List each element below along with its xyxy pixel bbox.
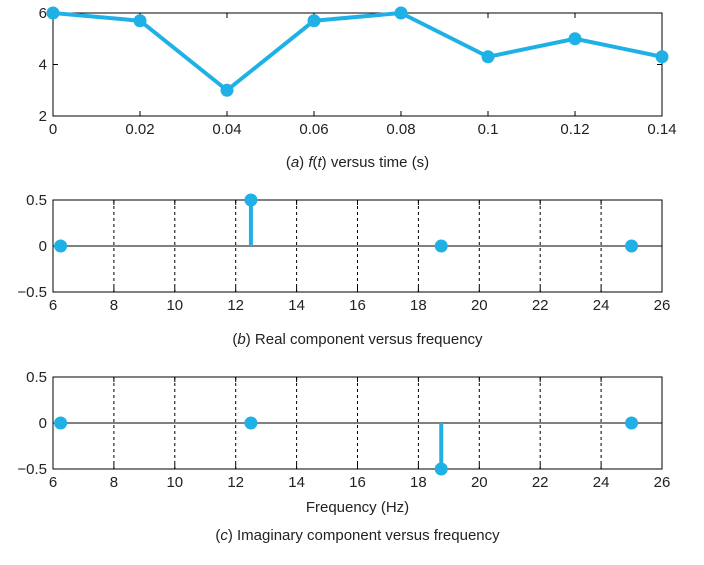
x-tick-label: 20 — [471, 474, 488, 491]
y-tick-label: 0 — [39, 415, 47, 432]
x-tick-label: 18 — [410, 474, 427, 491]
panel-caption: (b) Real component versus frequency — [232, 331, 483, 348]
x-tick-label: 24 — [593, 297, 610, 314]
stem-marker — [625, 416, 639, 430]
x-tick-label: 0.02 — [125, 121, 154, 138]
x-tick-label: 26 — [654, 297, 671, 314]
x-tick-label: 10 — [166, 297, 183, 314]
x-tick-label: 0.12 — [560, 121, 589, 138]
x-tick-label: 8 — [110, 297, 118, 314]
x-tick-label: 0.08 — [386, 121, 415, 138]
x-tick-label: 10 — [166, 474, 183, 491]
x-tick-label: 14 — [288, 474, 305, 491]
x-tick-label: 16 — [349, 297, 366, 314]
x-tick-label: 0.14 — [647, 121, 676, 138]
stem-marker — [434, 239, 448, 253]
x-tick-label: 0.06 — [299, 121, 328, 138]
series-line — [52, 11, 663, 93]
x-tick-label: 0.1 — [478, 121, 499, 138]
x-tick-label: 6 — [49, 297, 57, 314]
y-tick-label: 2 — [39, 108, 47, 125]
x-tick-label: 12 — [227, 297, 244, 314]
data-point — [46, 6, 60, 20]
x-tick-label: 8 — [110, 474, 118, 491]
x-tick-label: 22 — [532, 297, 549, 314]
axes-box — [52, 12, 663, 117]
panel-a-time-domain: 0 0.02 0.04 0.06 0.08 0.1 0.12 0.14 2 4 6 (a) f(t) … — [39, 5, 677, 171]
panel-b-real-component: 6 8 10 12 14 16 18 20 22 24 26 0.5 0 −0.5 (b) Real com… — [17, 192, 670, 348]
stem-marker — [244, 416, 258, 430]
data-point — [133, 14, 147, 28]
data-point — [481, 50, 495, 64]
x-tick-label: 24 — [593, 474, 610, 491]
y-tick-label: 0.5 — [26, 192, 47, 209]
data-point — [568, 32, 582, 46]
x-axis-label: Frequency (Hz) — [306, 499, 409, 516]
x-tick-label: 16 — [349, 474, 366, 491]
data-point — [220, 83, 234, 97]
stem-marker — [54, 239, 68, 253]
y-tick-label: −0.5 — [17, 461, 47, 478]
x-tick-label: 18 — [410, 297, 427, 314]
x-tick-label: 26 — [654, 474, 671, 491]
x-tick-label: 20 — [471, 297, 488, 314]
panel-caption: (c) Imaginary component versus frequency — [215, 527, 500, 544]
panel-c-imaginary-component: 6 8 10 12 14 16 18 20 22 24 26 0.5 0 −0.5 Frequency (H… — [17, 369, 670, 544]
panel-caption: (a) f(t) versus time (s) — [286, 154, 429, 171]
x-tick-label: 0 — [49, 121, 57, 138]
y-tick-label: 4 — [39, 57, 47, 74]
data-point — [307, 14, 321, 28]
y-tick-label: 0 — [39, 238, 47, 255]
data-point — [655, 50, 669, 64]
stem-marker — [54, 416, 68, 430]
stem-marker — [244, 193, 258, 207]
x-tick-label: 6 — [49, 474, 57, 491]
y-tick-label: 0.5 — [26, 369, 47, 386]
data-point — [394, 6, 408, 20]
x-tick-label: 12 — [227, 474, 244, 491]
y-tick-label: −0.5 — [17, 284, 47, 301]
x-tick-label: 0.04 — [212, 121, 241, 138]
x-tick-label: 14 — [288, 297, 305, 314]
stem-marker — [625, 239, 639, 253]
y-tick-label: 6 — [39, 5, 47, 22]
stem-marker — [434, 462, 448, 476]
x-tick-label: 22 — [532, 474, 549, 491]
